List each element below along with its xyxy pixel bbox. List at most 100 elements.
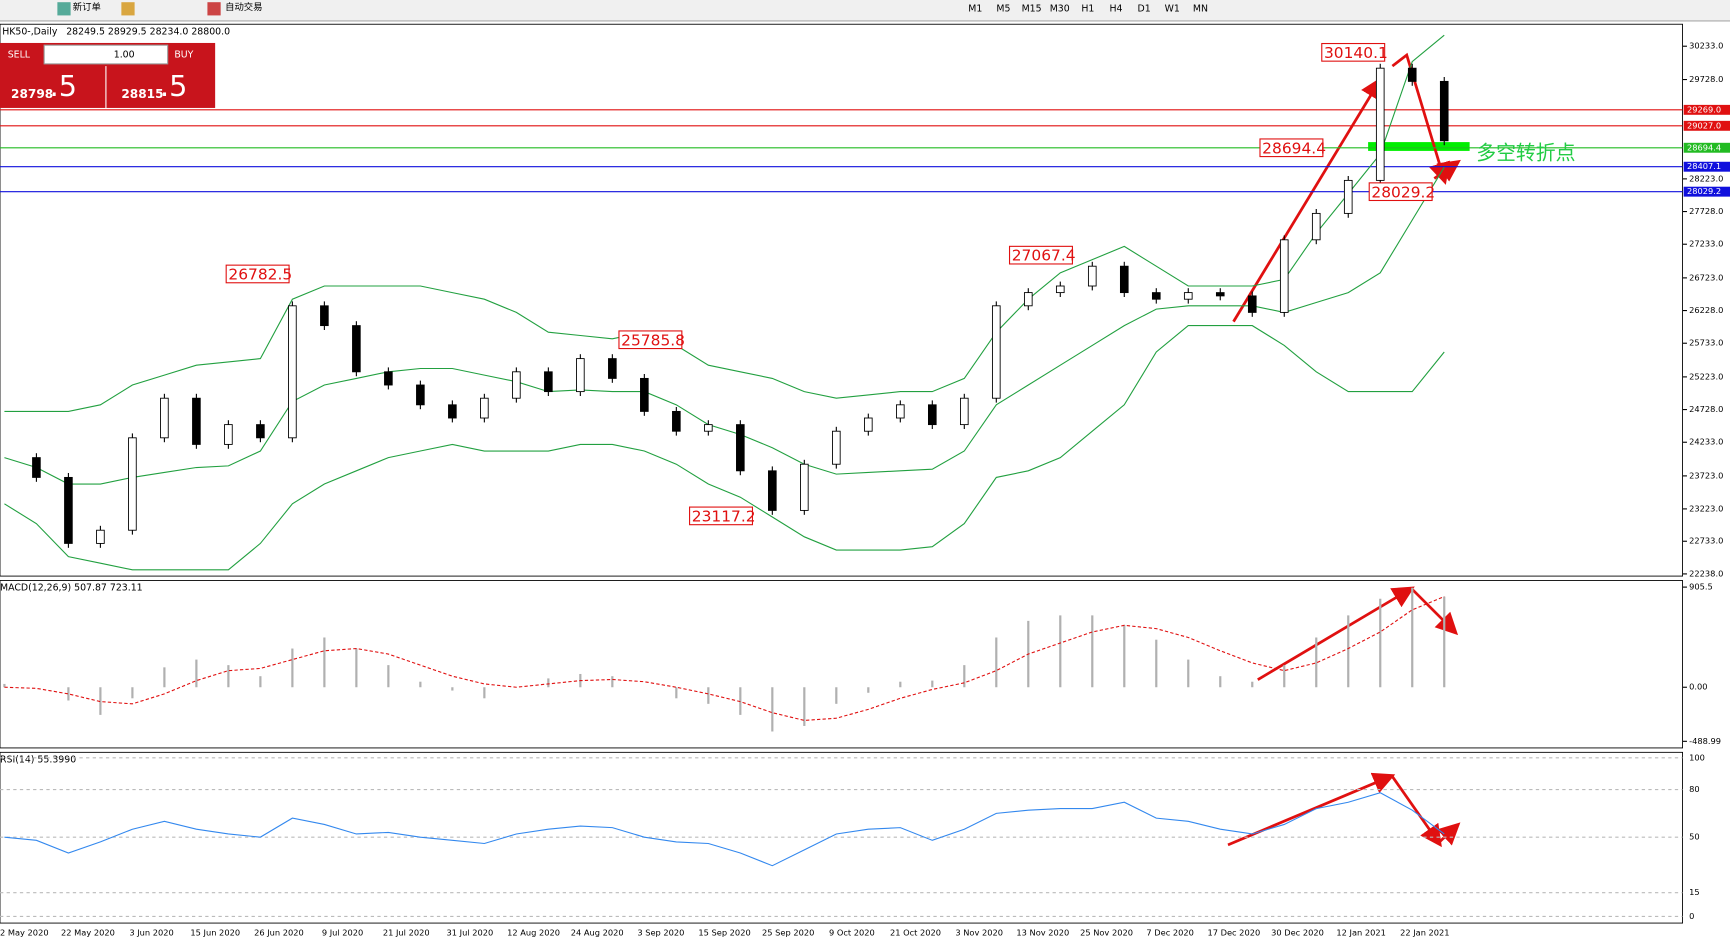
chart-title: HK50-,Daily bbox=[2, 26, 58, 37]
buy-price[interactable]: 28815 bbox=[121, 87, 163, 101]
candle bbox=[800, 463, 809, 511]
price-tag-label: 29269.0 bbox=[1687, 104, 1721, 114]
panel-title: MACD(12,26,9) 507.87 723.11 bbox=[0, 583, 143, 594]
lot-input[interactable]: 1.00 bbox=[114, 50, 135, 61]
annotation-box bbox=[618, 330, 683, 350]
candle bbox=[1247, 295, 1257, 313]
y-tick-label: 22733.0 bbox=[1689, 536, 1723, 546]
candle bbox=[480, 397, 489, 419]
price-tag-label: 28407.1 bbox=[1687, 161, 1721, 171]
macd-frame bbox=[0, 580, 1683, 749]
price-tag bbox=[1683, 104, 1730, 115]
candle bbox=[384, 371, 393, 386]
annotation-label: 25785.8 bbox=[621, 331, 685, 349]
trade-panel: SELL BUY 1.00 28798 .5 28815 .5 bbox=[0, 42, 216, 108]
candle bbox=[1055, 285, 1065, 294]
candle bbox=[512, 371, 521, 399]
price-tag bbox=[1683, 161, 1730, 172]
timeframe-button[interactable]: M1 bbox=[968, 3, 982, 14]
candle bbox=[640, 377, 649, 412]
auto-trading-icon[interactable] bbox=[207, 2, 221, 16]
y-tick-label: 0.00 bbox=[1689, 682, 1707, 692]
toolbar bbox=[0, 0, 1730, 21]
candle bbox=[32, 457, 41, 478]
annotation-label: 30140.1 bbox=[1324, 44, 1388, 62]
x-tick-label: 3 Jun 2020 bbox=[129, 927, 173, 937]
ohlc-header: 28249.5 28929.5 28234.0 28800.0 bbox=[66, 26, 230, 37]
candle bbox=[1343, 179, 1353, 214]
timeframe-button[interactable]: H4 bbox=[1109, 3, 1122, 14]
annotation-box bbox=[225, 264, 290, 284]
sell-price[interactable]: 28798 bbox=[11, 87, 53, 101]
y-tick-label: 26723.0 bbox=[1689, 272, 1723, 282]
timeframe-button[interactable]: M30 bbox=[1050, 3, 1070, 14]
candle bbox=[128, 437, 137, 531]
y-tick-label: 0 bbox=[1689, 911, 1694, 921]
annotation-label: 27067.4 bbox=[1012, 247, 1076, 265]
sell-price-fraction[interactable]: .5 bbox=[50, 69, 77, 103]
annotation-box bbox=[1321, 42, 1386, 62]
x-tick-label: 13 Nov 2020 bbox=[1016, 927, 1069, 937]
y-tick-label: 24233.0 bbox=[1689, 437, 1723, 447]
candle bbox=[192, 397, 201, 445]
candle bbox=[896, 404, 905, 419]
x-tick-label: 21 Jul 2020 bbox=[383, 927, 430, 937]
main-frame bbox=[0, 23, 1683, 577]
candle bbox=[1215, 292, 1225, 297]
y-tick-label: 25223.0 bbox=[1689, 371, 1723, 381]
y-tick-label: -488.99 bbox=[1689, 736, 1721, 746]
timeframe-button[interactable]: M5 bbox=[996, 3, 1010, 14]
new-order-icon[interactable] bbox=[57, 2, 71, 16]
y-tick-label: 26228.0 bbox=[1689, 305, 1723, 315]
candle bbox=[736, 424, 745, 472]
sell-button[interactable]: SELL bbox=[8, 50, 31, 61]
y-tick-label: 29728.0 bbox=[1689, 74, 1723, 84]
timeframe-button[interactable]: M15 bbox=[1022, 3, 1042, 14]
icon[interactable] bbox=[121, 2, 135, 16]
timeframe-button[interactable]: D1 bbox=[1138, 3, 1151, 14]
candle bbox=[991, 305, 1001, 399]
y-tick-label: 30233.0 bbox=[1689, 41, 1723, 51]
candle bbox=[1151, 292, 1161, 300]
y-tick-label: 50 bbox=[1689, 832, 1700, 842]
candle bbox=[64, 476, 73, 544]
y-tick-label: 22238.0 bbox=[1689, 568, 1723, 578]
x-tick-label: 17 Dec 2020 bbox=[1207, 927, 1260, 937]
y-tick-label: 24728.0 bbox=[1689, 404, 1723, 414]
candle bbox=[1375, 67, 1385, 181]
x-tick-label: 12 Aug 2020 bbox=[507, 927, 560, 937]
x-tick-label: 3 Nov 2020 bbox=[955, 927, 1003, 937]
highlight-bar bbox=[1368, 142, 1470, 151]
y-tick-label: 100 bbox=[1689, 752, 1705, 762]
timeframe-button[interactable]: MN bbox=[1193, 3, 1208, 14]
timeframe-button[interactable]: W1 bbox=[1165, 3, 1180, 14]
candle bbox=[1407, 67, 1417, 82]
buy-price-fraction[interactable]: .5 bbox=[160, 69, 187, 103]
x-tick-label: 26 Jun 2020 bbox=[254, 927, 304, 937]
price-tag-label: 28694.4 bbox=[1687, 142, 1721, 152]
note: 多空转折点 bbox=[1476, 142, 1575, 165]
candle bbox=[160, 397, 169, 439]
rsi-line bbox=[4, 792, 1445, 867]
bollinger-middle bbox=[4, 166, 1445, 485]
x-tick-label: 9 Oct 2020 bbox=[829, 927, 875, 937]
x-tick-label: 2 May 2020 bbox=[0, 927, 49, 937]
candle bbox=[1439, 80, 1449, 142]
candle bbox=[1023, 292, 1033, 307]
x-tick-label: 24 Aug 2020 bbox=[571, 927, 624, 937]
candle bbox=[704, 424, 713, 432]
annotation-box bbox=[689, 506, 754, 526]
auto-trading-button[interactable]: 自动交易 bbox=[225, 1, 262, 13]
x-tick-label: 21 Oct 2020 bbox=[890, 927, 941, 937]
panel-title: RSI(14) 55.3990 bbox=[0, 755, 76, 766]
signal-line bbox=[4, 596, 1445, 721]
buy-button[interactable]: BUY bbox=[174, 50, 193, 61]
annotation-box bbox=[1259, 138, 1324, 158]
bollinger-upper bbox=[4, 34, 1445, 412]
x-tick-label: 15 Jun 2020 bbox=[190, 927, 240, 937]
candle bbox=[1119, 265, 1129, 294]
price-tag-label: 29027.0 bbox=[1687, 120, 1721, 130]
y-tick-label: 905.5 bbox=[1689, 582, 1713, 592]
timeframe-button[interactable]: H1 bbox=[1081, 3, 1094, 14]
new-order-button[interactable]: 新订单 bbox=[73, 1, 101, 13]
